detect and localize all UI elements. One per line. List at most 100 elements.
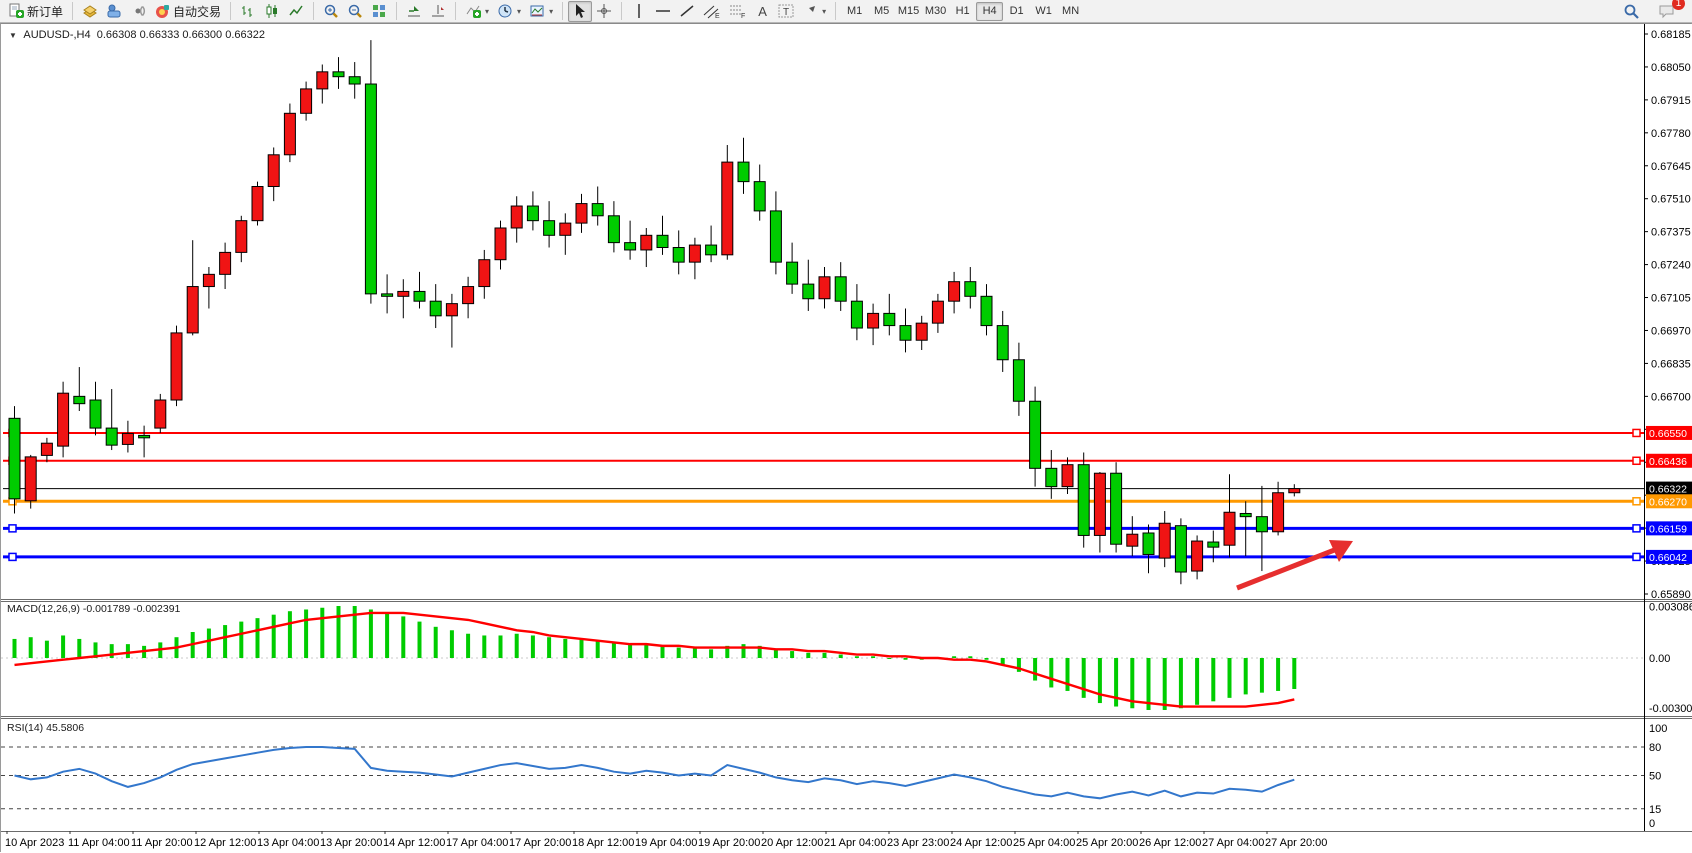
trendline-tool-button[interactable] <box>675 1 699 22</box>
autotrading-button[interactable]: 自动交易 <box>150 1 225 22</box>
svg-text:17 Apr 20:00: 17 Apr 20:00 <box>509 837 571 849</box>
fibo-letter: F <box>741 13 745 19</box>
toolbar-separator <box>230 2 232 20</box>
timeframe-h4[interactable]: H4 <box>976 1 1004 21</box>
zoom-in-button[interactable] <box>319 1 343 22</box>
svg-text:0.66970: 0.66970 <box>1651 325 1691 337</box>
svg-text:0.66322: 0.66322 <box>1649 484 1687 496</box>
toolbar-separator <box>455 2 457 20</box>
svg-text:20 Apr 12:00: 20 Apr 12:00 <box>761 837 823 849</box>
toolbar-separator <box>396 2 398 20</box>
timeframe-m1[interactable]: M1 <box>846 5 863 17</box>
svg-text:17 Apr 04:00: 17 Apr 04:00 <box>446 837 508 849</box>
svg-text:13 Apr 04:00: 13 Apr 04:00 <box>257 837 319 849</box>
svg-text:0.67780: 0.67780 <box>1651 128 1691 140</box>
svg-text:10 Apr 2023: 10 Apr 2023 <box>5 837 64 849</box>
svg-text:21 Apr 04:00: 21 Apr 04:00 <box>824 837 886 849</box>
notifications-button[interactable]: 1 <box>1654 0 1685 22</box>
strategy-tester-button[interactable] <box>102 1 126 22</box>
chart-window[interactable]: ▼ AUDUSD-,H4 0.66308 0.66333 0.66300 0.6… <box>0 23 1692 853</box>
toolbar-separator <box>621 2 623 20</box>
dropdown-arrow-icon: ▾ <box>517 6 522 16</box>
vertical-line-tool-button[interactable] <box>627 1 651 22</box>
svg-text:14 Apr 12:00: 14 Apr 12:00 <box>383 837 445 849</box>
cursor-tool-button[interactable] <box>568 0 593 22</box>
indicators-button[interactable]: ▾ <box>461 1 493 22</box>
timeframe-h1[interactable]: H1 <box>955 5 970 17</box>
svg-text:27 Apr 04:00: 27 Apr 04:00 <box>1202 837 1264 849</box>
svg-text:0.003086: 0.003086 <box>1649 602 1692 614</box>
svg-text:0.66042: 0.66042 <box>1649 552 1687 564</box>
autotrading-icon <box>154 3 170 19</box>
price-chart-canvas[interactable]: 0.68185 0.68050 0.67915 0.67780 0.67645 0.675… <box>1 24 1692 853</box>
new-order-label: 新订单 <box>27 4 64 19</box>
new-order-icon <box>8 3 24 19</box>
timeframe-m15[interactable]: M15 <box>897 5 920 17</box>
svg-text:-0.003003: -0.003003 <box>1649 703 1692 715</box>
dropdown-arrow-icon: ▾ <box>549 6 554 16</box>
timeframe-w1[interactable]: W1 <box>1035 5 1052 17</box>
notification-badge: 1 <box>1672 0 1685 10</box>
signals-button[interactable] <box>126 1 150 22</box>
dropdown-arrow-icon: ▾ <box>485 6 490 16</box>
new-order-button[interactable]: 新订单 <box>4 1 67 22</box>
crosshair-tool-button[interactable] <box>592 1 616 22</box>
svg-text:0.66700: 0.66700 <box>1651 391 1691 403</box>
timeframe-mn[interactable]: MN <box>1062 5 1080 17</box>
toolbar-separator <box>313 2 315 20</box>
timeframe-m5[interactable]: M5 <box>873 5 890 17</box>
svg-text:0.66436: 0.66436 <box>1649 456 1687 468</box>
arrows-tool-button[interactable]: ▾ <box>798 1 830 22</box>
svg-text:0.67915: 0.67915 <box>1651 95 1691 107</box>
svg-text:0.65890: 0.65890 <box>1651 589 1691 601</box>
chart-high: 0.66333 <box>139 29 180 41</box>
svg-text:19 Apr 04:00: 19 Apr 04:00 <box>635 837 697 849</box>
svg-text:80: 80 <box>1649 742 1661 754</box>
svg-text:18 Apr 12:00: 18 Apr 12:00 <box>572 837 634 849</box>
svg-text:0.67510: 0.67510 <box>1651 194 1691 206</box>
svg-text:23 Apr 23:00: 23 Apr 23:00 <box>887 837 949 849</box>
timeframe-d1[interactable]: D1 <box>1009 5 1024 17</box>
templates-button[interactable]: ▾ <box>525 1 557 22</box>
dropdown-arrow-icon: ▾ <box>822 6 827 16</box>
timeframe-group: M1 M5 M15 M30 H1 H4 D1 W1 MN <box>841 0 1084 23</box>
svg-text:0.68050: 0.68050 <box>1651 62 1691 74</box>
channel-letter: E <box>715 13 720 19</box>
svg-text:0.66835: 0.66835 <box>1651 358 1691 370</box>
fibonacci-tool-button[interactable]: F <box>725 1 751 22</box>
search-button[interactable] <box>1619 1 1644 22</box>
text-label-tool-button[interactable]: T <box>774 1 798 22</box>
market-watch-button[interactable] <box>78 1 102 22</box>
svg-text:25 Apr 04:00: 25 Apr 04:00 <box>1013 837 1075 849</box>
zoom-out-button[interactable] <box>343 1 367 22</box>
svg-text:0.67240: 0.67240 <box>1651 260 1691 272</box>
equidistant-channel-tool-button[interactable]: E <box>699 1 725 22</box>
svg-text:0.67375: 0.67375 <box>1651 227 1691 239</box>
line-chart-button[interactable] <box>284 1 308 22</box>
svg-text:0: 0 <box>1649 818 1655 830</box>
toolbar-separator <box>562 2 564 20</box>
main-toolbar: 新订单 自动交易 ▾ ▾ ▾ <box>0 0 1692 23</box>
chart-shift-button[interactable] <box>426 1 450 22</box>
tile-windows-button[interactable] <box>367 1 391 22</box>
timeframe-m30[interactable]: M30 <box>924 5 947 17</box>
svg-text:27 Apr 20:00: 27 Apr 20:00 <box>1265 837 1327 849</box>
toolbar-separator <box>72 2 74 20</box>
periods-button[interactable]: ▾ <box>493 1 525 22</box>
svg-text:0.66270: 0.66270 <box>1649 496 1687 508</box>
candlestick-chart-button[interactable] <box>260 1 284 22</box>
svg-text:0.67105: 0.67105 <box>1651 293 1691 305</box>
bar-chart-button[interactable] <box>236 1 260 22</box>
horizontal-line-tool-button[interactable] <box>651 1 675 22</box>
svg-text:50: 50 <box>1649 771 1661 783</box>
search-icon <box>1624 4 1639 19</box>
svg-text:13 Apr 20:00: 13 Apr 20:00 <box>320 837 382 849</box>
chevron-down-icon: ▼ <box>9 31 17 40</box>
svg-text:T: T <box>783 7 789 18</box>
svg-text:11 Apr 04:00: 11 Apr 04:00 <box>68 837 130 849</box>
signals-icon <box>130 3 146 19</box>
macd-signal-value: -0.002391 <box>133 603 181 615</box>
auto-scroll-button[interactable] <box>402 1 426 22</box>
text-tool-button[interactable]: A <box>751 1 774 22</box>
macd-main-value: -0.001789 <box>82 603 131 615</box>
